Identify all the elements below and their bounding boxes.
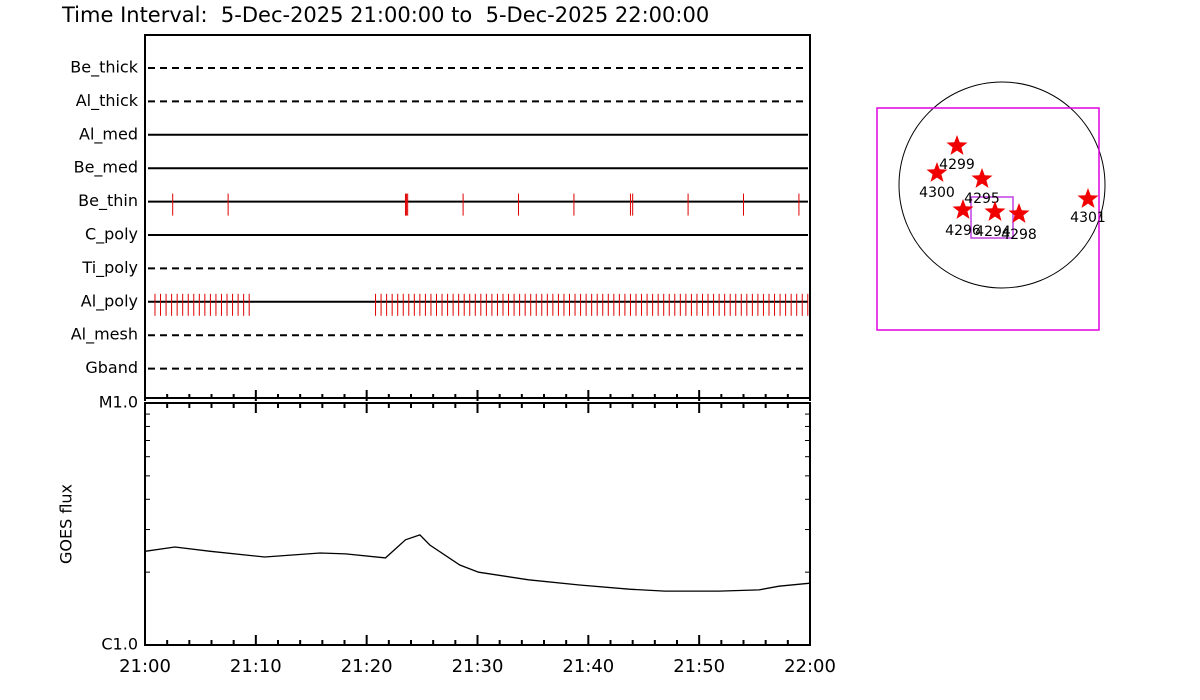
y-axis-label: GOES flux [57, 484, 76, 564]
filter-label: Ti_poly [81, 258, 138, 278]
region-star [946, 135, 968, 155]
filter-label: Al_med [79, 124, 138, 144]
region-star [984, 201, 1006, 221]
timeline-frame [144, 34, 811, 399]
region-star [926, 162, 948, 182]
y-tick-label: C1.0 [101, 635, 138, 654]
region-star [1077, 188, 1099, 208]
x-tick-label: 21:10 [230, 656, 282, 677]
filter-label: Al_mesh [71, 325, 138, 345]
y-tick-label: M1.0 [99, 393, 138, 412]
filter-label: C_poly [85, 225, 138, 245]
filter-label: Be_med [74, 158, 138, 178]
region-label: 4296 [945, 223, 981, 239]
x-tick-label: 21:40 [562, 656, 614, 677]
filter-label: Al_poly [81, 291, 138, 311]
x-tick-label: 21:50 [673, 656, 725, 677]
filter-label: Gband [85, 358, 138, 377]
target-box [970, 196, 1014, 239]
title: Time Interval: 5-Dec-2025 21:00:00 to 5-… [61, 3, 709, 27]
region-label: 4295 [964, 191, 1000, 207]
x-tick-label: 22:00 [784, 656, 836, 677]
region-label: 4298 [1001, 227, 1037, 243]
region-label: 4299 [939, 157, 975, 173]
filter-label: Al_thick [76, 91, 139, 111]
filter-label: Be_thin [78, 191, 138, 211]
region-label: 4301 [1070, 210, 1106, 226]
goes-curve [144, 534, 811, 592]
solar-disk [898, 81, 1106, 289]
x-tick-label: 21:20 [341, 656, 393, 677]
region-label: 4300 [919, 185, 955, 201]
goes-frame [144, 402, 811, 646]
filter-label: Be_thick [70, 58, 138, 78]
field-of-view [876, 107, 1100, 331]
x-tick-label: 21:30 [452, 656, 504, 677]
region-star [971, 168, 993, 188]
region-label: 4294 [975, 224, 1011, 240]
x-tick-label: 21:00 [119, 656, 171, 677]
region-star [952, 199, 974, 219]
region-star [1008, 203, 1030, 223]
